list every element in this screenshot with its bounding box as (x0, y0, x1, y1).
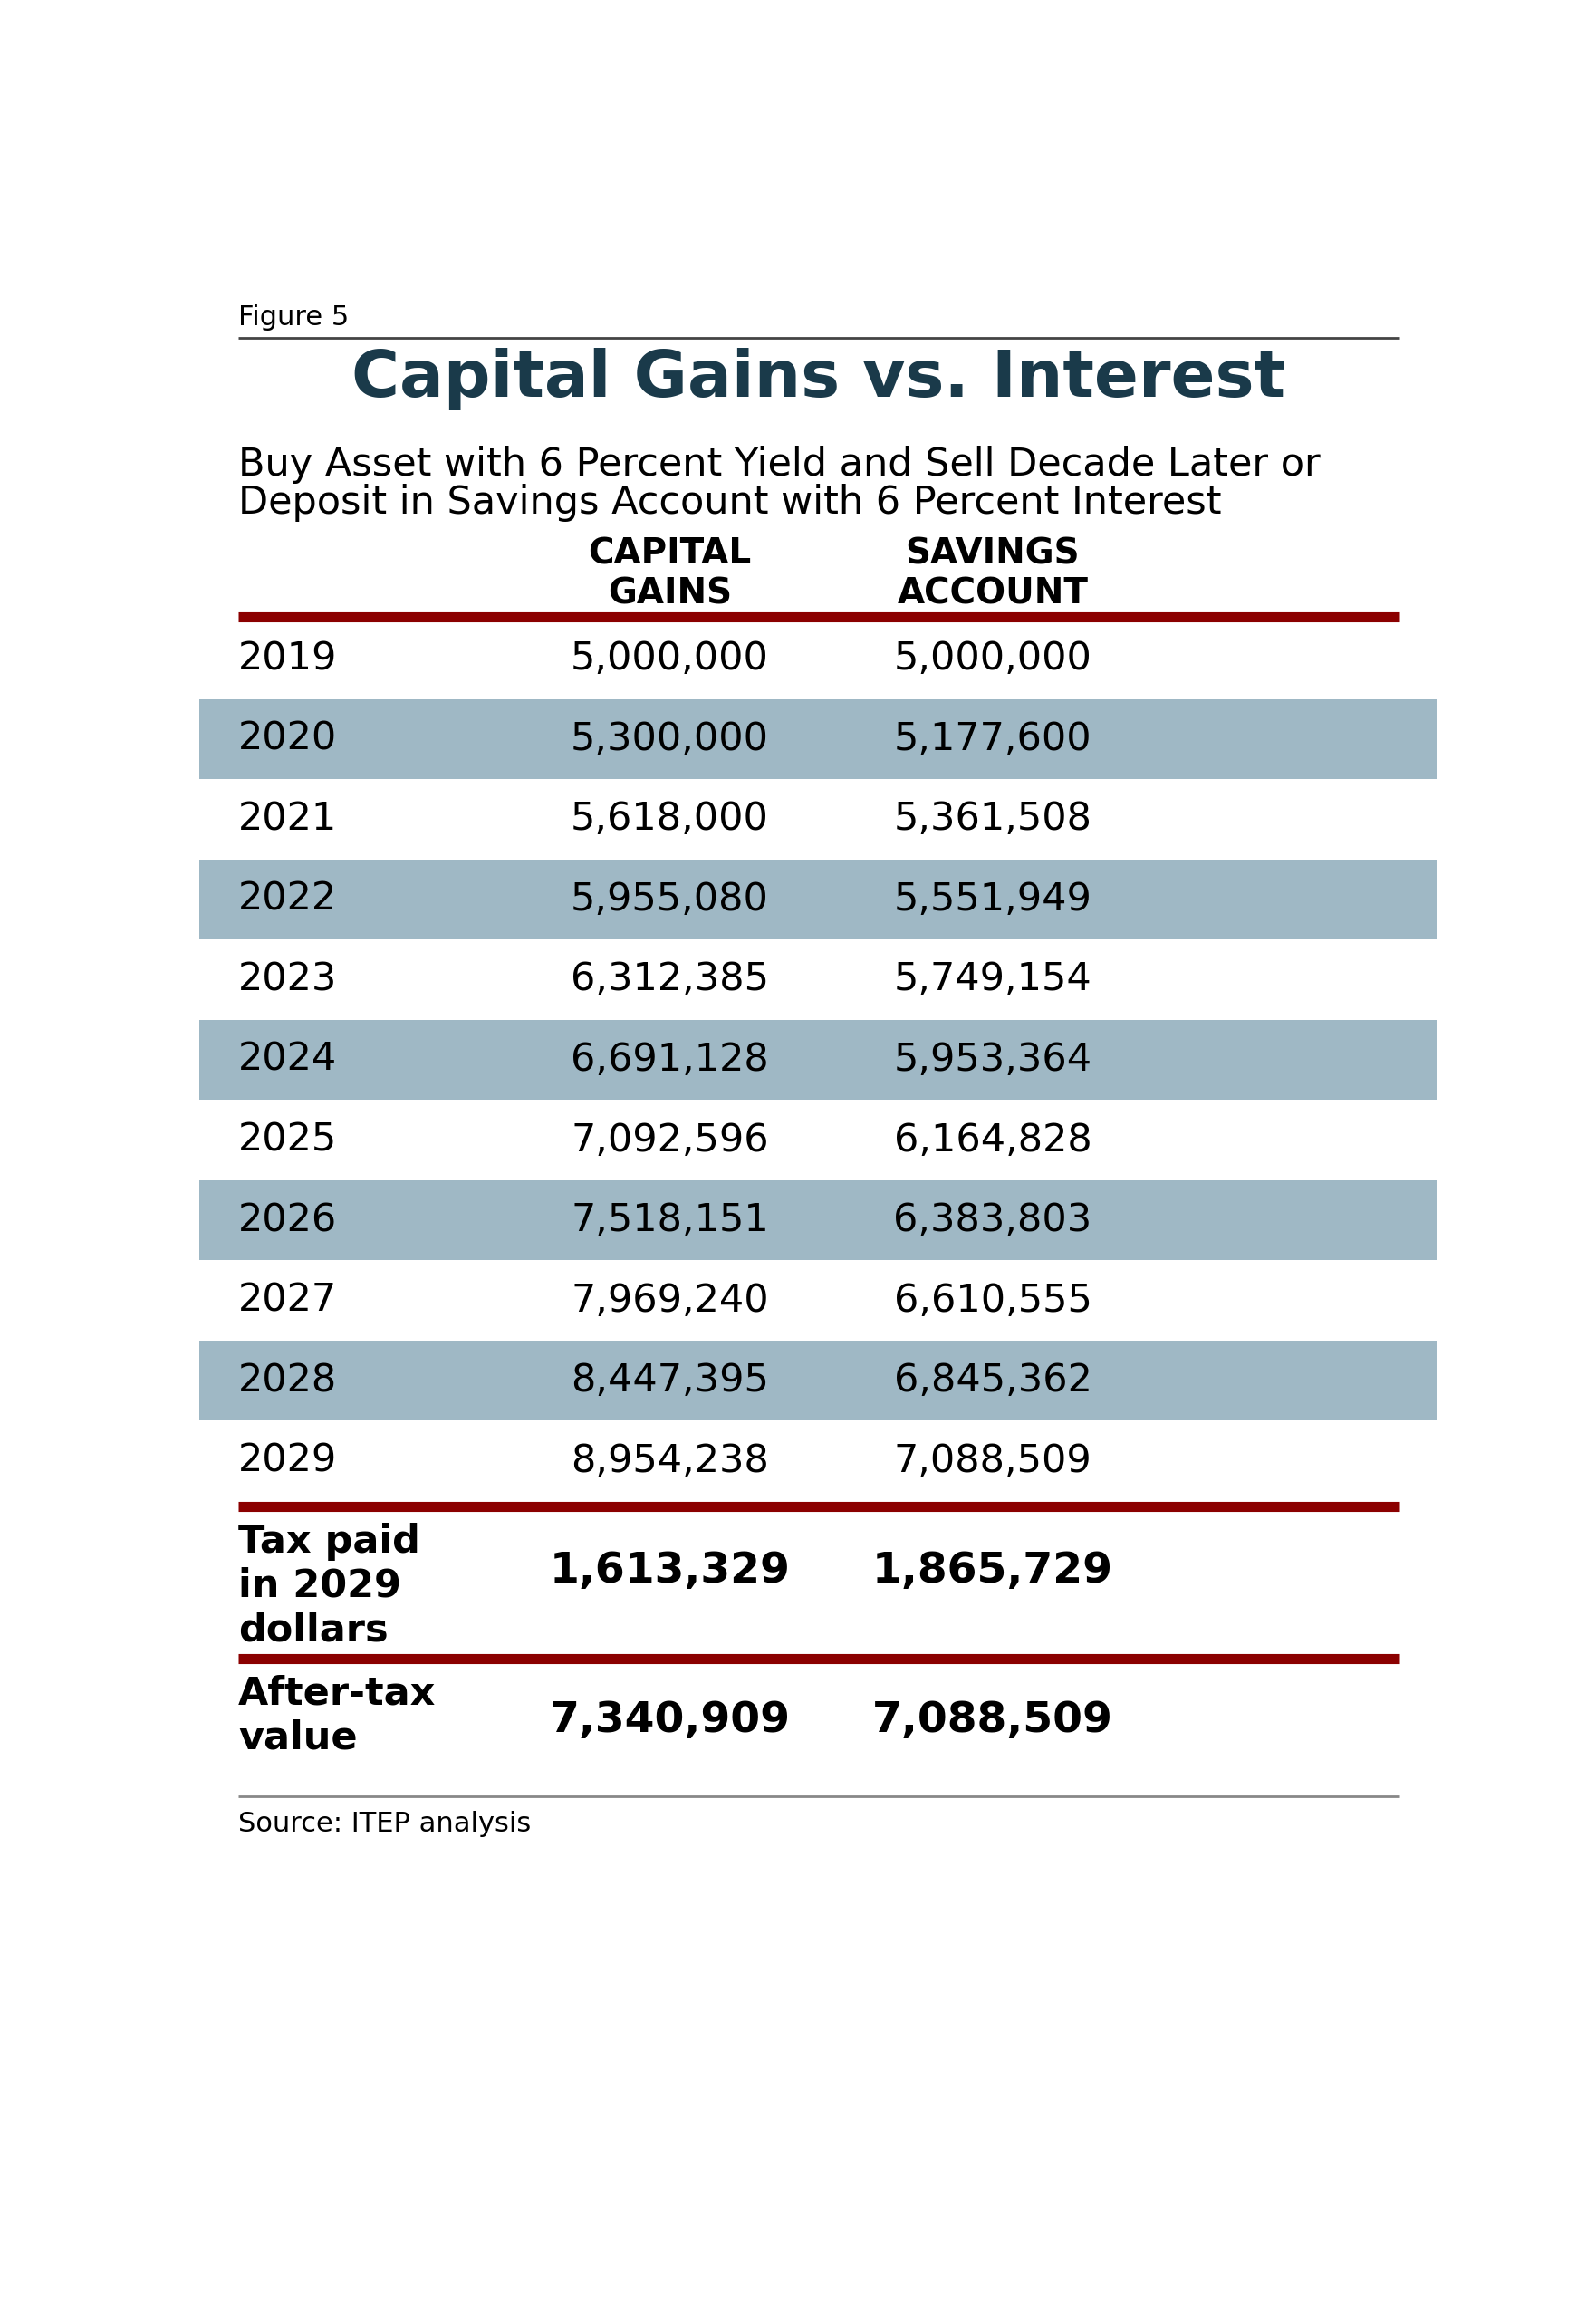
Bar (200, 1180, 1436, 1259)
Text: 2020: 2020 (238, 719, 337, 758)
Text: Capital Gains vs. Interest: Capital Gains vs. Interest (351, 348, 1285, 410)
Text: 5,177,600: 5,177,600 (894, 719, 1092, 758)
Text: 1,613,329: 1,613,329 (549, 1551, 790, 1591)
Text: 2029: 2029 (238, 1442, 337, 1480)
Text: 2026: 2026 (238, 1201, 337, 1238)
Text: 7,518,151: 7,518,151 (571, 1201, 769, 1238)
Bar (200, 1340, 1436, 1422)
Text: 2023: 2023 (238, 960, 337, 999)
Text: SAVINGS
ACCOUNT: SAVINGS ACCOUNT (897, 536, 1088, 610)
Text: 5,000,000: 5,000,000 (571, 640, 769, 677)
Text: 6,164,828: 6,164,828 (894, 1120, 1092, 1160)
Text: 2019: 2019 (238, 640, 337, 677)
Text: 8,954,238: 8,954,238 (571, 1442, 769, 1480)
Text: 5,551,949: 5,551,949 (894, 881, 1092, 918)
Text: 1,865,729: 1,865,729 (873, 1551, 1114, 1591)
Text: 5,300,000: 5,300,000 (571, 719, 769, 758)
Text: 2028: 2028 (238, 1361, 337, 1401)
Text: 2027: 2027 (238, 1282, 337, 1320)
Text: 6,845,362: 6,845,362 (894, 1361, 1092, 1401)
Text: 2022: 2022 (238, 881, 337, 918)
Bar (200, 698, 1436, 779)
Text: 7,340,909: 7,340,909 (549, 1700, 790, 1742)
Text: 6,312,385: 6,312,385 (571, 960, 769, 999)
Bar (200, 860, 1436, 939)
Text: 6,610,555: 6,610,555 (894, 1282, 1092, 1320)
Text: Deposit in Savings Account with 6 Percent Interest: Deposit in Savings Account with 6 Percen… (238, 485, 1221, 522)
Text: 2025: 2025 (238, 1120, 337, 1160)
Text: Figure 5: Figure 5 (238, 304, 350, 332)
Text: Buy Asset with 6 Percent Yield and Sell Decade Later or: Buy Asset with 6 Percent Yield and Sell … (238, 445, 1320, 485)
Text: After-tax
value: After-tax value (238, 1674, 436, 1758)
Text: Source: ITEP analysis: Source: ITEP analysis (238, 1811, 531, 1837)
Text: 6,383,803: 6,383,803 (894, 1201, 1092, 1238)
Text: 2024: 2024 (238, 1041, 337, 1078)
Text: 7,088,509: 7,088,509 (894, 1442, 1092, 1480)
Text: Tax paid
in 2029
dollars: Tax paid in 2029 dollars (238, 1524, 420, 1649)
Text: 6,691,128: 6,691,128 (571, 1041, 769, 1078)
Text: 2021: 2021 (238, 800, 337, 837)
Text: 5,749,154: 5,749,154 (894, 960, 1092, 999)
Text: 5,953,364: 5,953,364 (894, 1041, 1092, 1078)
Text: CAPITAL
GAINS: CAPITAL GAINS (589, 536, 752, 610)
Text: 5,618,000: 5,618,000 (571, 800, 769, 837)
Text: 5,361,508: 5,361,508 (894, 800, 1092, 837)
Text: 7,092,596: 7,092,596 (571, 1120, 769, 1160)
Text: 7,088,509: 7,088,509 (873, 1700, 1112, 1742)
Text: 5,000,000: 5,000,000 (894, 640, 1092, 677)
Text: 8,447,395: 8,447,395 (571, 1361, 769, 1401)
Bar (200, 1020, 1436, 1099)
Text: 5,955,080: 5,955,080 (571, 881, 769, 918)
Text: 7,969,240: 7,969,240 (571, 1282, 769, 1320)
